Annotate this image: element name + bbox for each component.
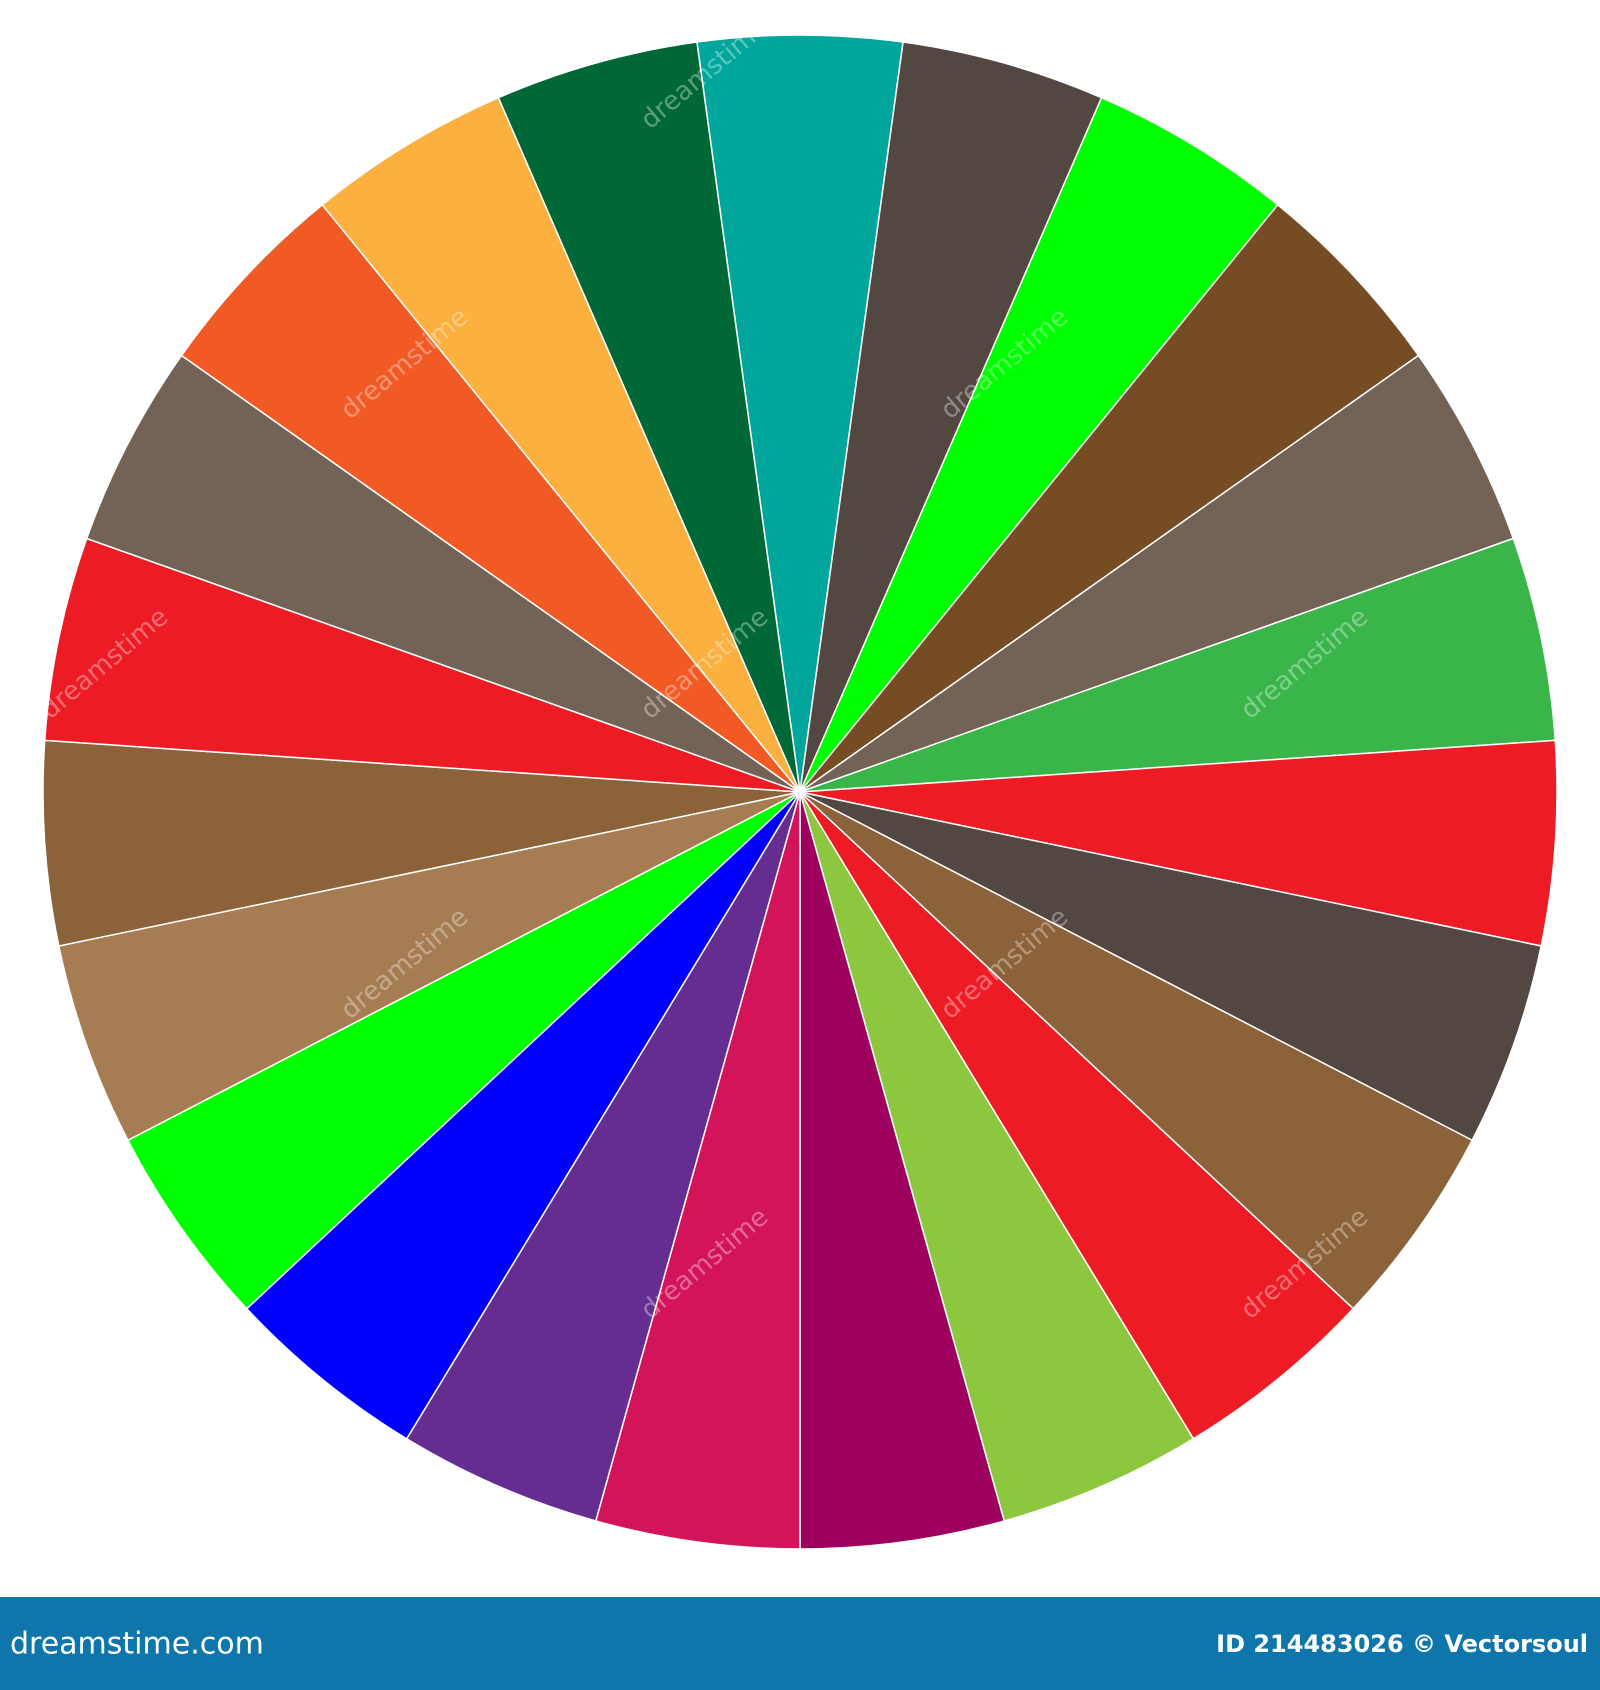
slice — [799, 96, 1279, 793]
slice — [696, 34, 904, 793]
slice — [799, 203, 1420, 793]
slice — [126, 791, 801, 1310]
slice — [799, 354, 1515, 793]
slice — [57, 791, 801, 1142]
slice — [321, 96, 801, 793]
slice — [799, 791, 1474, 1310]
slice — [799, 41, 1103, 793]
slice — [799, 791, 1543, 1142]
slice — [799, 537, 1557, 793]
pie — [42, 34, 1558, 1550]
slice — [799, 739, 1558, 947]
slice — [594, 791, 801, 1550]
slice — [405, 791, 801, 1522]
slice — [43, 537, 801, 793]
slice — [497, 41, 801, 793]
slice — [799, 791, 1355, 1440]
slice — [245, 791, 801, 1440]
footer-site: dreamstime.com — [10, 1627, 264, 1662]
footer-credit: ID 214483026 © Vectorsoul — [1216, 1630, 1588, 1658]
footer-bar — [0, 1597, 1600, 1690]
slice — [799, 791, 1006, 1550]
slice — [42, 739, 801, 947]
slice — [85, 354, 801, 793]
slice — [180, 203, 801, 793]
slice — [799, 791, 1195, 1522]
